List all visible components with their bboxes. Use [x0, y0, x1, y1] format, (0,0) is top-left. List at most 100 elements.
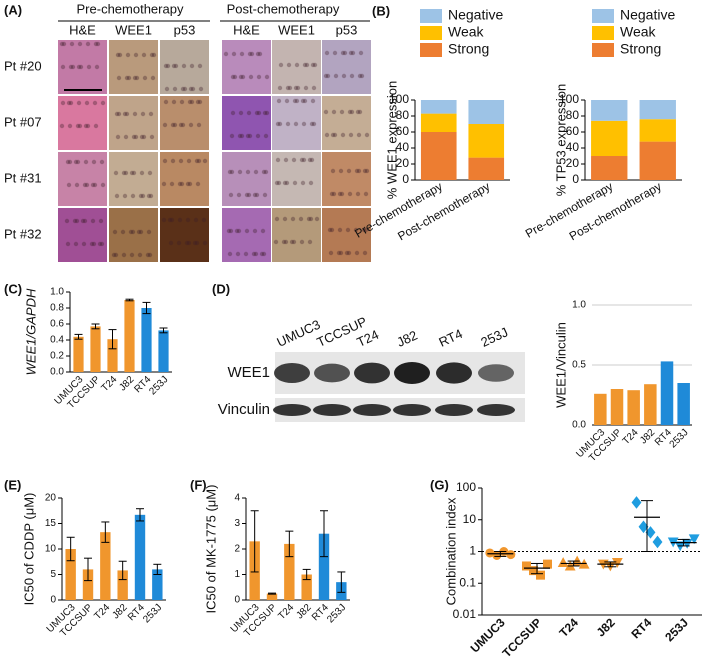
cell-texture	[192, 240, 198, 246]
panel-label: (F)	[190, 477, 207, 492]
cell-texture	[273, 239, 279, 245]
cell-texture	[309, 157, 315, 163]
y-tick-label: 15	[45, 518, 57, 529]
cell-texture	[345, 227, 351, 233]
y-tick-label: 100	[456, 480, 476, 494]
bar	[660, 361, 674, 425]
cell-texture	[303, 85, 309, 91]
cell-texture	[77, 123, 83, 129]
cell-texture	[276, 180, 282, 186]
y-tick-label: 10	[45, 544, 57, 555]
cell-texture	[177, 217, 183, 223]
cell-texture	[85, 41, 91, 47]
lane-label: UMUC3	[274, 317, 322, 350]
cell-texture	[138, 229, 144, 235]
cell-texture	[98, 218, 104, 224]
x-tick-label: J82	[294, 602, 313, 621]
panel-label: (C)	[4, 281, 22, 296]
cell-texture	[364, 168, 370, 174]
y-tick-label: 1	[234, 569, 240, 580]
cell-texture	[173, 63, 179, 69]
histology-image	[58, 152, 107, 206]
x-tick-label: J82	[117, 374, 136, 393]
x-tick-label: 253J	[325, 602, 348, 625]
bar-segment	[468, 124, 505, 158]
bar	[152, 569, 163, 600]
panel-label: (G)	[430, 477, 449, 492]
cell-texture	[78, 64, 84, 70]
bar	[90, 326, 101, 372]
cell-texture	[133, 134, 139, 140]
cell-texture	[146, 229, 152, 235]
cell-texture	[289, 239, 295, 245]
lane-label: J82	[394, 327, 419, 349]
cell-texture	[172, 122, 178, 128]
cell-texture	[189, 99, 195, 105]
cell-texture	[137, 252, 143, 258]
legend-swatch	[592, 9, 614, 23]
y-tick-label: 0.2	[50, 351, 64, 362]
cell-texture	[180, 86, 186, 92]
cell-texture	[246, 110, 252, 116]
blot-band	[394, 362, 430, 384]
stain-header: H&E	[69, 22, 96, 37]
bar	[610, 389, 624, 425]
cell-texture	[188, 86, 194, 92]
cell-texture	[195, 99, 201, 105]
cell-texture	[239, 51, 245, 57]
x-tick-label: T24	[621, 427, 641, 447]
cell-texture	[84, 182, 90, 188]
cell-texture	[237, 169, 243, 175]
stain-header: p53	[174, 22, 196, 37]
cell-texture	[74, 182, 80, 188]
x-tick-label: RT4	[628, 615, 654, 641]
cell-texture	[341, 73, 347, 79]
cell-texture	[226, 228, 232, 234]
cell-texture	[263, 169, 269, 175]
cell-texture	[84, 100, 90, 106]
histology-image	[322, 40, 371, 94]
cell-texture	[167, 217, 173, 223]
cell-texture	[141, 52, 147, 58]
cell-texture	[261, 169, 267, 175]
y-tick-label: 0.6	[50, 319, 64, 330]
y-axis-title: IC50 of MK-1775 (μM)	[203, 485, 218, 614]
cell-texture	[124, 111, 130, 117]
cell-texture	[117, 52, 123, 58]
cell-texture	[90, 182, 96, 188]
cell-texture	[286, 62, 292, 68]
data-point	[611, 558, 623, 568]
cell-texture	[185, 217, 191, 223]
legend-swatch	[592, 43, 614, 57]
cell-texture	[231, 51, 237, 57]
y-tick-label: 100	[559, 92, 579, 106]
cell-texture	[243, 251, 249, 257]
cell-texture	[194, 240, 200, 246]
legend-label: Strong	[620, 41, 661, 57]
cell-texture	[236, 192, 242, 198]
cell-texture	[147, 170, 153, 176]
cell-texture	[133, 52, 139, 58]
cell-texture	[363, 227, 369, 233]
legend-label: Strong	[448, 41, 489, 57]
cell-texture	[129, 252, 135, 258]
cell-texture	[285, 121, 291, 127]
cell-texture	[356, 168, 362, 174]
panel-label: (E)	[4, 477, 21, 492]
cell-texture	[66, 100, 72, 106]
y-axis-title: Combination index	[443, 497, 458, 605]
cell-texture	[329, 227, 335, 233]
cell-texture	[253, 251, 259, 257]
cell-texture	[338, 168, 344, 174]
x-tick-label: T24	[92, 602, 112, 622]
cell-texture	[177, 181, 183, 187]
y-tick-label: 0	[234, 595, 240, 606]
cell-texture	[161, 181, 167, 187]
histology-image	[58, 208, 107, 262]
cell-texture	[92, 100, 98, 106]
cell-texture	[227, 169, 233, 175]
cell-texture	[176, 240, 182, 246]
cell-texture	[86, 64, 92, 70]
histology-image	[272, 40, 321, 94]
